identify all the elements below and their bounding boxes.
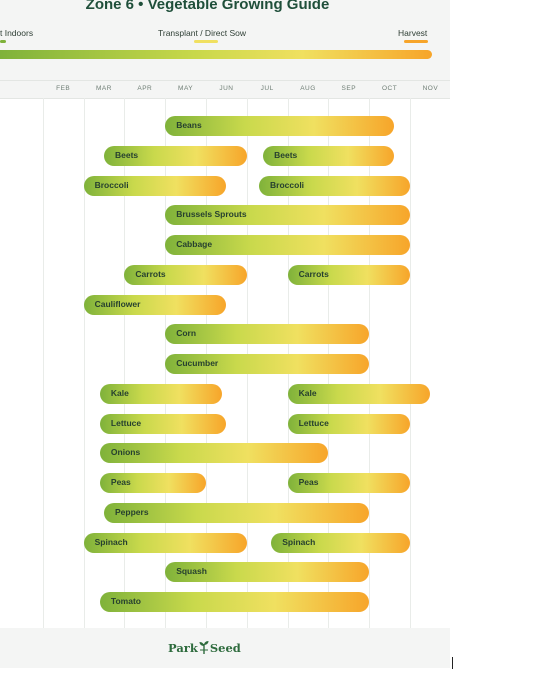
month-label-oct: OCT <box>381 85 398 92</box>
bar-beets: Beets <box>104 145 247 166</box>
gridline <box>43 98 44 628</box>
month-label-aug: AUG <box>300 85 316 92</box>
bar-broccoli: Broccoli <box>259 175 410 196</box>
page-title: Zone 6 • Vegetable Growing Guide <box>85 0 330 13</box>
gridline <box>84 98 85 628</box>
bar-label: Carrots <box>135 268 166 279</box>
bar-carrots: Carrots <box>124 264 247 285</box>
month-label-apr: APR <box>137 85 153 92</box>
bar-spinach: Spinach <box>83 532 247 553</box>
bar-label: Carrots <box>298 268 329 279</box>
park-seed-logo: Park Seed <box>168 640 241 655</box>
bar-peas: Peas <box>99 473 206 493</box>
legend-start-swatch <box>0 40 6 43</box>
month-label-may: MAY <box>178 85 194 92</box>
bar-label: Peas <box>298 477 319 487</box>
bar-peas: Peas <box>287 473 410 493</box>
month-label-jun: JUN <box>219 85 234 92</box>
bar-beets: Beets <box>263 145 394 166</box>
bar-label: Spinach <box>282 536 316 547</box>
text-cursor <box>452 657 453 669</box>
bar-label: Peppers <box>115 506 149 517</box>
bar-label: Cucumber <box>176 358 219 368</box>
timeline-chart: Beans Beets Beets Broccoli Broccoli Brussels … <box>83 116 431 612</box>
bar-broccoli: Broccoli <box>83 175 227 196</box>
bar-cabbage: Cabbage <box>165 235 410 255</box>
bar-kale: Kale <box>99 383 223 404</box>
bar-label: Spinach <box>94 536 128 547</box>
month-axis: FEBMARAPRMAYJUNJULAUGSEPOCTNOVDEC <box>0 80 450 99</box>
legend-start-indoors: t Indoors <box>0 28 34 38</box>
bar-label: Beets <box>115 149 139 160</box>
bar-label: Corn <box>176 328 197 339</box>
gridline <box>369 98 370 628</box>
bar-carrots: Carrots <box>287 264 410 285</box>
bar-label: Onions <box>110 447 141 458</box>
bar-squash: Squash <box>165 562 370 583</box>
month-label-nov: NOV <box>422 85 439 92</box>
bar-label: Lettuce <box>110 417 142 428</box>
logo-text-left: Park <box>168 641 198 655</box>
month-label-mar: MAR <box>96 85 112 92</box>
bar-label: Lettuce <box>298 417 329 428</box>
bar-peppers: Peppers <box>104 502 370 523</box>
bar-label: Kale <box>298 387 317 398</box>
gridline <box>124 98 125 628</box>
bar-label: Broccoli <box>94 179 129 190</box>
legend-transplant: Transplant / Direct Sow <box>158 28 247 38</box>
bar-corn: Corn <box>165 324 370 345</box>
bar-label: Beets <box>274 149 298 160</box>
bar-brussels-sprouts: Brussels Sprouts <box>165 205 410 226</box>
legend-harvest: Harvest <box>398 28 428 38</box>
sprout-icon <box>198 640 210 654</box>
bar-onions: Onions <box>99 443 329 464</box>
guide-header: Zone 6 • Vegetable Growing Guide t Indoo… <box>0 0 450 80</box>
bar-lettuce: Lettuce <box>287 413 410 434</box>
bar-label: Cabbage <box>176 239 213 249</box>
bar-cucumber: Cucumber <box>165 354 370 374</box>
bar-spinach: Spinach <box>271 532 410 553</box>
gridline <box>410 98 411 628</box>
bar-beans: Beans <box>165 116 394 136</box>
bar-label: Beans <box>176 120 202 130</box>
bar-cauliflower: Cauliflower <box>83 294 227 315</box>
legend-gradient-bar <box>0 50 432 59</box>
bar-label: Peas <box>110 477 131 487</box>
bar-label: Brussels Sprouts <box>176 209 247 220</box>
bar-label: Squash <box>176 566 207 577</box>
month-label-sep: SEP <box>341 85 357 92</box>
legend-transplant-swatch <box>194 40 218 43</box>
logo-text-right: Seed <box>209 641 241 655</box>
bar-label: Kale <box>110 387 129 398</box>
bar-label: Cauliflower <box>94 298 141 309</box>
bar-tomato: Tomato <box>99 592 370 612</box>
growing-guide-card: Zone 6 • Vegetable Growing Guide t Indoo… <box>0 0 450 668</box>
bar-lettuce: Lettuce <box>99 413 227 434</box>
footer: Park Seed <box>0 628 450 668</box>
legend-harvest-swatch <box>404 40 428 43</box>
month-label-jul: JUL <box>260 85 274 92</box>
bar-kale: Kale <box>287 383 431 404</box>
bar-label: Tomato <box>110 596 141 606</box>
month-label-feb: FEB <box>56 85 71 92</box>
bar-label: Broccoli <box>270 179 305 190</box>
